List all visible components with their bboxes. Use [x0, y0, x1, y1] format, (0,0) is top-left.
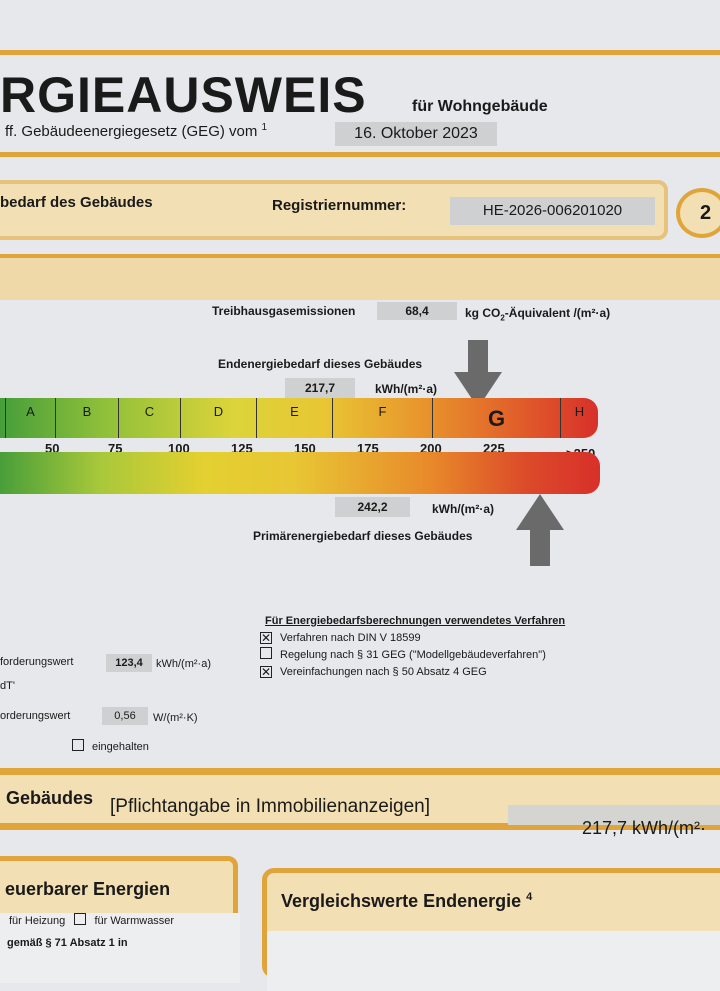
registration-label: Registriernummer: — [272, 197, 407, 214]
document-subtitle: für Wohngebäude — [412, 98, 548, 115]
divider — [0, 152, 720, 157]
law-text: ff. Gebäudeenergiegesetz (GEG) vom — [5, 123, 258, 140]
requirement-label-1: forderungswert — [0, 656, 74, 668]
registration-number: HE-2026-006201020 — [450, 197, 655, 225]
section-label: bedarf des Gebäudes — [0, 194, 153, 211]
requirement-unit-2: W/(m²·K) — [153, 712, 198, 724]
footnote-1: 1 — [261, 122, 268, 133]
comparison-title: Vergleichswerte Endenergie 4 — [281, 891, 532, 912]
hot-water-label: für Warmwasser — [94, 915, 175, 927]
divider — [0, 50, 720, 55]
methods-list: ✕ Verfahren nach DIN V 18599 Regelung nac… — [260, 630, 546, 681]
checkbox-checked[interactable]: ✕ — [260, 665, 272, 679]
methods-title: Für Energiebedarfsberechnungen verwendet… — [265, 615, 566, 627]
primary-energy-label: Primärenergiebedarf dieses Gebäudes — [253, 529, 473, 543]
footnote-4: 4 — [526, 891, 533, 903]
method-simplifications: ✕ Vereinfachungen nach § 50 Absatz 4 GEG — [260, 664, 546, 681]
renewables-panel: euerbarer Energien für Heizung für Warmw… — [0, 856, 240, 983]
listing-value: 217,7 kWh/(m²· — [582, 818, 707, 838]
energy-band — [0, 254, 720, 300]
listing-label: Gebäudes — [6, 788, 94, 808]
primary-energy-scale — [0, 452, 600, 494]
primary-energy-arrow-icon — [516, 494, 564, 566]
class-f: F — [332, 398, 432, 438]
class-b: B — [55, 398, 118, 438]
renewables-title: euerbarer Energien — [5, 879, 171, 899]
class-c: C — [118, 398, 180, 438]
end-energy-unit: kWh/(m²·a) — [375, 382, 437, 396]
comparison-panel: Vergleichswerte Endenergie 4 — [262, 868, 720, 991]
comparison-title-text: Vergleichswerte Endenergie — [281, 891, 522, 911]
renewables-fragment: gemäß § 71 Absatz 1 in — [7, 937, 128, 949]
class-a: A — [5, 398, 55, 438]
unit-text: -Äquivalent /(m²·a) — [504, 306, 611, 320]
primary-energy-unit: kWh/(m²·a) — [432, 502, 494, 516]
requirement-label-2: orderungswert — [0, 710, 71, 722]
listing-band — [0, 768, 720, 830]
checkbox-unchecked[interactable] — [260, 647, 272, 659]
heating-label: für Heizung — [9, 915, 66, 927]
end-energy-value: 217,7 — [285, 378, 355, 398]
requirement-value-2: 0,56 — [102, 707, 148, 725]
issue-date: 16. Oktober 2023 — [335, 122, 497, 146]
page-number-badge: 2 — [676, 188, 720, 238]
requirement-unit-1: kWh/(m²·a) — [156, 658, 211, 670]
renewables-options: für Heizung für Warmwasser — [9, 913, 174, 927]
listing-note: [Pflichtangabe in Immobilienanzeigen] — [110, 796, 431, 817]
complied-label: eingehalten — [92, 741, 149, 753]
method-din-v-18599: ✕ Verfahren nach DIN V 18599 — [260, 630, 546, 647]
document-title: RGIEAUSWEIS — [0, 67, 367, 123]
checkbox-unchecked[interactable] — [74, 913, 87, 925]
method-model-building: Regelung nach § 31 GEG ("Modellgebäudeve… — [260, 647, 546, 664]
method-label: Regelung nach § 31 GEG ("Modellgebäudeve… — [280, 649, 546, 661]
method-label: Verfahren nach DIN V 18599 — [280, 632, 421, 644]
requirement-value-1: 123,4 — [106, 654, 152, 672]
emissions-label: Treibhausgasemissionen — [212, 304, 356, 318]
end-energy-arrow-icon — [454, 340, 502, 408]
checkbox-checked[interactable]: ✕ — [260, 631, 272, 645]
law-reference: ff. Gebäudeenergiegesetz (GEG) vom 1 — [5, 122, 267, 140]
end-energy-label: Endenergiebedarf dieses Gebäudes — [218, 357, 423, 371]
energy-class-scale: A B C D E F G H — [0, 398, 598, 438]
unit-text: kg CO — [465, 306, 501, 320]
class-d: D — [180, 398, 256, 438]
unit-sub: 2 — [500, 313, 505, 323]
complied-row: eingehalten — [72, 739, 149, 753]
requirement-fragment: dT' — [0, 680, 15, 692]
primary-energy-value: 242,2 — [335, 497, 410, 517]
method-label: Vereinfachungen nach § 50 Absatz 4 GEG — [280, 666, 487, 678]
checkbox-unchecked[interactable] — [72, 739, 84, 751]
class-g-active: G — [432, 398, 560, 438]
emissions-value: 68,4 — [377, 302, 457, 320]
class-e: E — [256, 398, 332, 438]
emissions-unit: kg CO2-Äquivalent /(m²·a) — [465, 306, 610, 322]
class-h: H — [560, 398, 598, 438]
listing-value-box — [508, 805, 720, 825]
